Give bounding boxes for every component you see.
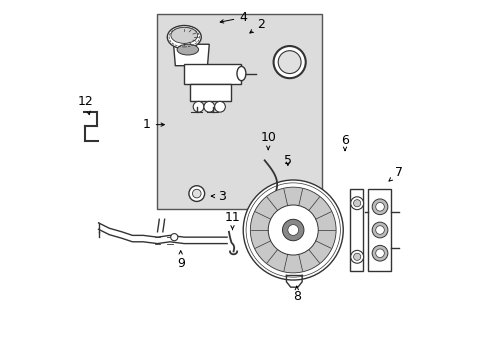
Text: 8: 8 [293,286,301,303]
Circle shape [193,102,204,112]
Circle shape [171,234,178,241]
Text: 7: 7 [389,166,403,181]
Text: 9: 9 [177,251,185,270]
Text: 4: 4 [220,11,247,24]
Circle shape [243,180,343,280]
Ellipse shape [237,66,246,81]
Text: 2: 2 [250,18,265,33]
Text: 10: 10 [260,131,276,149]
Ellipse shape [167,26,201,49]
Circle shape [283,219,304,241]
Circle shape [376,203,384,211]
Text: 6: 6 [341,134,349,150]
Polygon shape [173,44,209,66]
Circle shape [189,186,205,202]
Circle shape [372,199,388,215]
Text: 12: 12 [78,95,94,114]
Circle shape [268,205,318,255]
Circle shape [351,197,364,210]
Bar [368,189,392,271]
Circle shape [278,51,301,73]
Circle shape [354,200,361,207]
Circle shape [273,46,306,78]
Circle shape [204,102,215,112]
Circle shape [288,225,298,235]
Ellipse shape [177,44,198,55]
Circle shape [250,187,336,273]
Circle shape [354,253,361,260]
Circle shape [283,55,297,69]
Circle shape [376,226,384,234]
Text: 3: 3 [211,190,226,203]
Bar [157,14,322,208]
Text: 11: 11 [224,211,241,230]
Text: 5: 5 [284,154,292,167]
Circle shape [215,102,225,112]
Text: 1: 1 [143,118,164,131]
Circle shape [193,189,201,198]
Ellipse shape [171,27,197,43]
Polygon shape [190,84,231,102]
Bar [350,189,363,271]
Circle shape [372,222,388,238]
Circle shape [372,246,388,261]
Polygon shape [184,64,242,84]
Circle shape [351,250,364,263]
Circle shape [376,249,384,257]
